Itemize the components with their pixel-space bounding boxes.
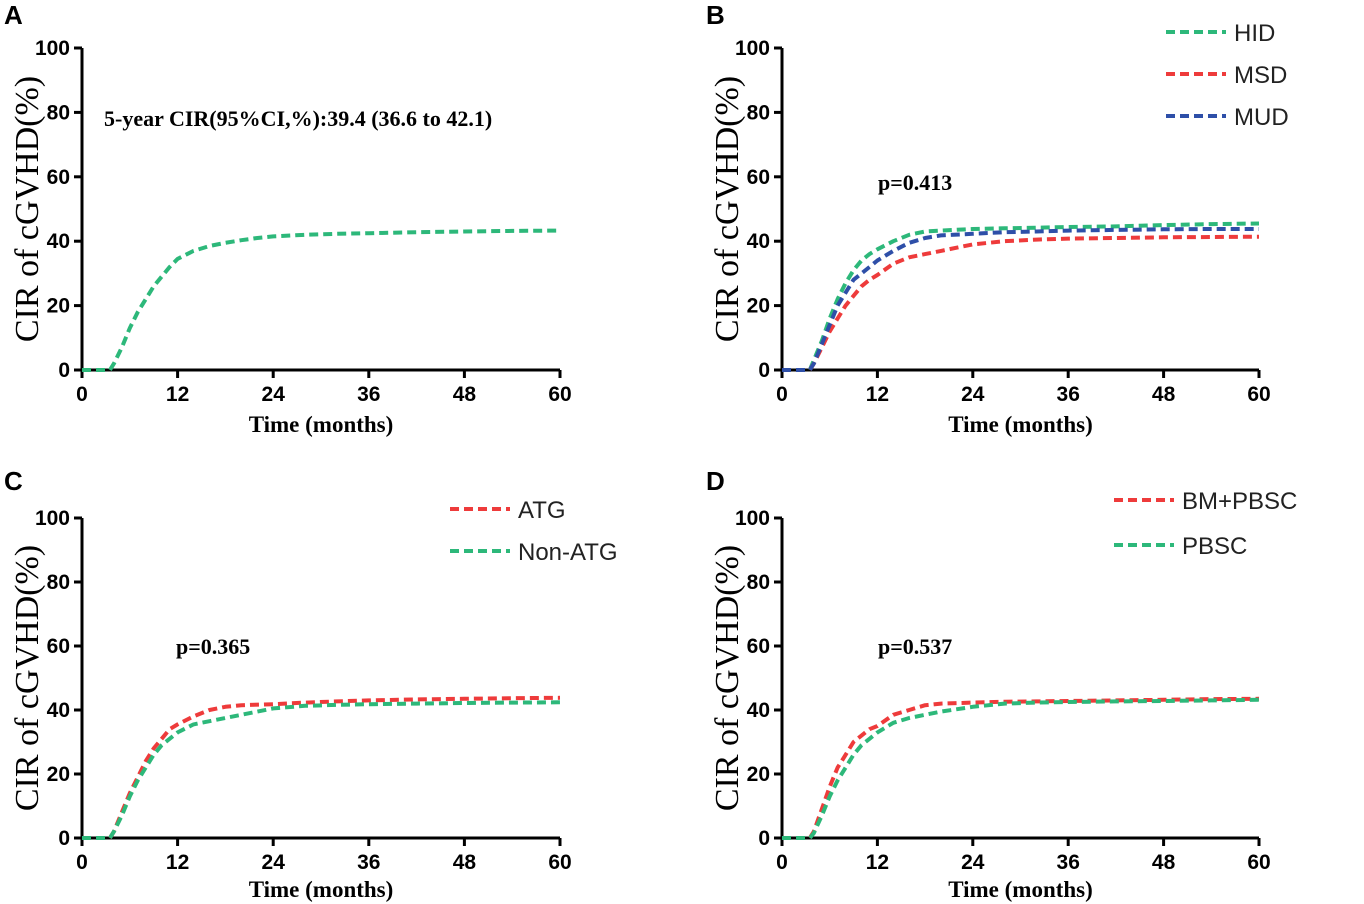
- x-tick-label: 24: [262, 851, 286, 874]
- y-tick-label: 80: [747, 101, 770, 124]
- y-tick-label: 40: [47, 699, 70, 722]
- y-axis-title: CIR of cGVHD(%): [9, 545, 46, 811]
- x-tick-label: 60: [1247, 383, 1270, 406]
- x-tick-label: 12: [166, 383, 189, 406]
- panel-letter: C: [4, 466, 23, 496]
- legend-label: PBSC: [1182, 533, 1247, 560]
- legend-label: ATG: [518, 497, 566, 524]
- y-axis-title: CIR of cGVHD(%): [9, 76, 46, 342]
- series-line-msd: [782, 234, 1260, 372]
- y-tick-label: 60: [47, 635, 70, 658]
- y-tick-label: 20: [747, 763, 770, 786]
- y-tick-label: 0: [758, 359, 770, 382]
- x-tick-label: 36: [1057, 383, 1080, 406]
- y-axis-title: CIR of cGVHD(%): [709, 545, 746, 811]
- y-tick-label: 60: [747, 166, 770, 189]
- legend-label: Non-ATG: [518, 539, 618, 566]
- series-line-atg: [82, 695, 561, 840]
- x-tick-label: 24: [262, 383, 286, 406]
- y-tick-label: 20: [47, 763, 70, 786]
- x-tick-label: 0: [776, 383, 788, 406]
- legend-label: BM+PBSC: [1182, 488, 1297, 515]
- y-tick-label: 100: [735, 37, 770, 60]
- panel-letter: B: [706, 0, 725, 30]
- annotation-text: p=0.413: [878, 170, 952, 195]
- y-tick-label: 40: [747, 699, 770, 722]
- x-tick-label: 36: [357, 851, 380, 874]
- y-tick-label: 100: [35, 507, 70, 530]
- x-tick-label: 24: [961, 851, 985, 874]
- y-tick-label: 0: [58, 827, 70, 850]
- x-axis-title: Time (months): [948, 877, 1093, 902]
- y-tick-label: 0: [58, 359, 70, 382]
- x-tick-label: 12: [866, 851, 889, 874]
- legend-label: MUD: [1234, 104, 1289, 131]
- series-line-bm-pbsc: [782, 696, 1260, 840]
- y-tick-label: 40: [47, 230, 70, 253]
- x-tick-label: 36: [1057, 851, 1080, 874]
- x-axis-title: Time (months): [249, 412, 394, 437]
- x-tick-label: 0: [76, 851, 88, 874]
- y-tick-label: 20: [47, 295, 70, 318]
- y-tick-label: 80: [47, 101, 70, 124]
- x-tick-label: 48: [453, 383, 477, 406]
- y-axis-title: CIR of cGVHD(%): [709, 76, 746, 342]
- y-tick-label: 60: [47, 166, 70, 189]
- x-tick-label: 36: [357, 383, 380, 406]
- series-line-hid: [782, 221, 1260, 372]
- x-tick-label: 48: [1152, 851, 1176, 874]
- y-tick-label: 0: [758, 827, 770, 850]
- legend-label: MSD: [1234, 62, 1287, 89]
- series-line-mud: [782, 227, 1259, 372]
- y-tick-label: 80: [747, 571, 770, 594]
- series-line-non-atg: [82, 700, 561, 840]
- y-tick-label: 100: [35, 37, 70, 60]
- x-tick-label: 24: [961, 383, 985, 406]
- panel-letter: D: [706, 466, 725, 496]
- series-line-pbsc: [782, 697, 1260, 840]
- x-tick-label: 48: [1152, 383, 1176, 406]
- x-tick-label: 12: [866, 383, 889, 406]
- x-axis-title: Time (months): [249, 877, 394, 902]
- x-tick-label: 60: [1247, 851, 1270, 874]
- y-tick-label: 20: [747, 295, 770, 318]
- annotation-text: 5-year CIR(95%CI,%):39.4 (36.6 to 42.1): [104, 106, 492, 131]
- y-tick-label: 100: [735, 507, 770, 530]
- x-axis-title: Time (months): [948, 412, 1093, 437]
- x-tick-label: 48: [453, 851, 477, 874]
- x-tick-label: 60: [548, 851, 571, 874]
- panel-letter: A: [4, 0, 23, 30]
- legend-label: HID: [1234, 20, 1275, 47]
- x-tick-label: 0: [776, 851, 788, 874]
- x-tick-label: 12: [166, 851, 189, 874]
- y-tick-label: 60: [747, 635, 770, 658]
- x-tick-label: 60: [548, 383, 571, 406]
- y-tick-label: 40: [747, 230, 770, 253]
- annotation-text: p=0.365: [176, 634, 250, 659]
- annotation-text: p=0.537: [878, 634, 952, 659]
- series-line-overall: [82, 228, 561, 372]
- y-tick-label: 80: [47, 571, 70, 594]
- x-tick-label: 0: [76, 383, 88, 406]
